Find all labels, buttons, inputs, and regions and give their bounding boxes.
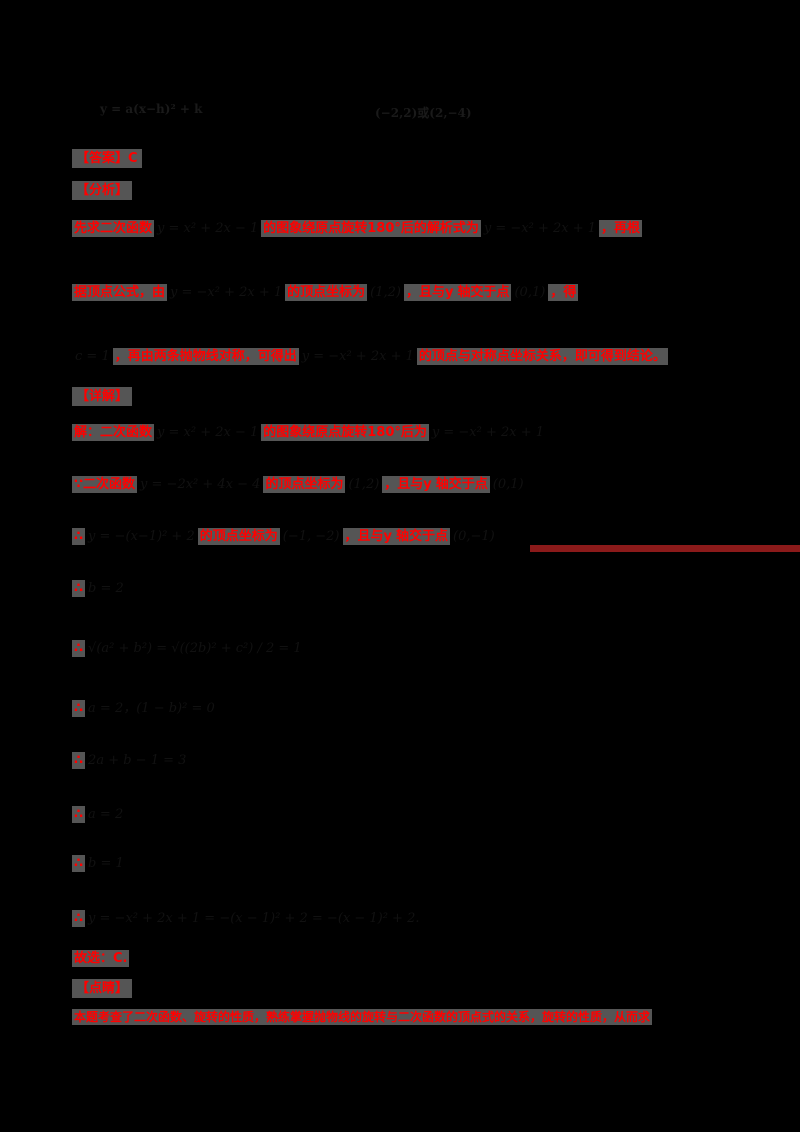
analysis-line-2: 据顶点公式，由 y = −x² + 2x + 1 的顶点坐标为 (1,2) ，且与y 轴交… xyxy=(72,284,579,301)
detail-tag: 【详解】 xyxy=(72,387,133,406)
step-4: ∴ 2a + b − 1 = 3 xyxy=(72,752,187,769)
detail-line-2: ∵二次函数 y = −2x² + 4x − 4 的顶点坐标为 (1,2) ，且与y 轴交于… xyxy=(72,476,524,493)
answer-tag: 【答案】C xyxy=(72,149,142,168)
detail-line-3: ∴ y = −(x−1)² + 2 的顶点坐标为 (−1, −2) ，且与y 轴交于点 (0… xyxy=(72,528,495,545)
analysis-line-1: 先求二次函数 y = x² + 2x − 1 的图象绕原点旋转180°后的解析式为 y… xyxy=(72,220,643,237)
highlight-bar xyxy=(530,545,800,552)
step-5: ∴ a = 2 xyxy=(72,806,124,823)
step-7: ∴ y = −x² + 2x + 1 = −(x − 1)² + 2 = −(x … xyxy=(72,910,420,927)
detail-line-1: 解：二次函数 y = x² + 2x − 1 的图象绕原点旋转180°后为 y = −… xyxy=(72,424,545,441)
comment-tag: 【点睛】 xyxy=(72,979,133,998)
step-3: ∴ a = 2，(1 − b)² = 0 xyxy=(72,700,215,717)
step-6: ∴ b = 1 xyxy=(72,855,124,872)
analysis-tag: 【分析】 xyxy=(72,181,133,200)
comment-line: 本题考查了二次函数、旋转的性质，熟练掌握抛物线的旋转与二次函数的顶点式的关系，旋… xyxy=(72,1009,653,1025)
header-left-formula: y = a(x−h)² + k xyxy=(100,102,203,116)
header-right-formula: (−2,2)或(2,−4) xyxy=(375,106,472,120)
choose-line: 故选：C. xyxy=(72,950,130,967)
step-1: ∴ b = 2 xyxy=(72,580,124,597)
step-2: ∴ √(a² + b²) = √((2b)² + c²) / 2 = 1 xyxy=(72,640,302,657)
analysis-line-3: c = 1 ，再由两条抛物线对称，可得出 y = −x² + 2x + 1 的顶点与对… xyxy=(75,348,668,365)
